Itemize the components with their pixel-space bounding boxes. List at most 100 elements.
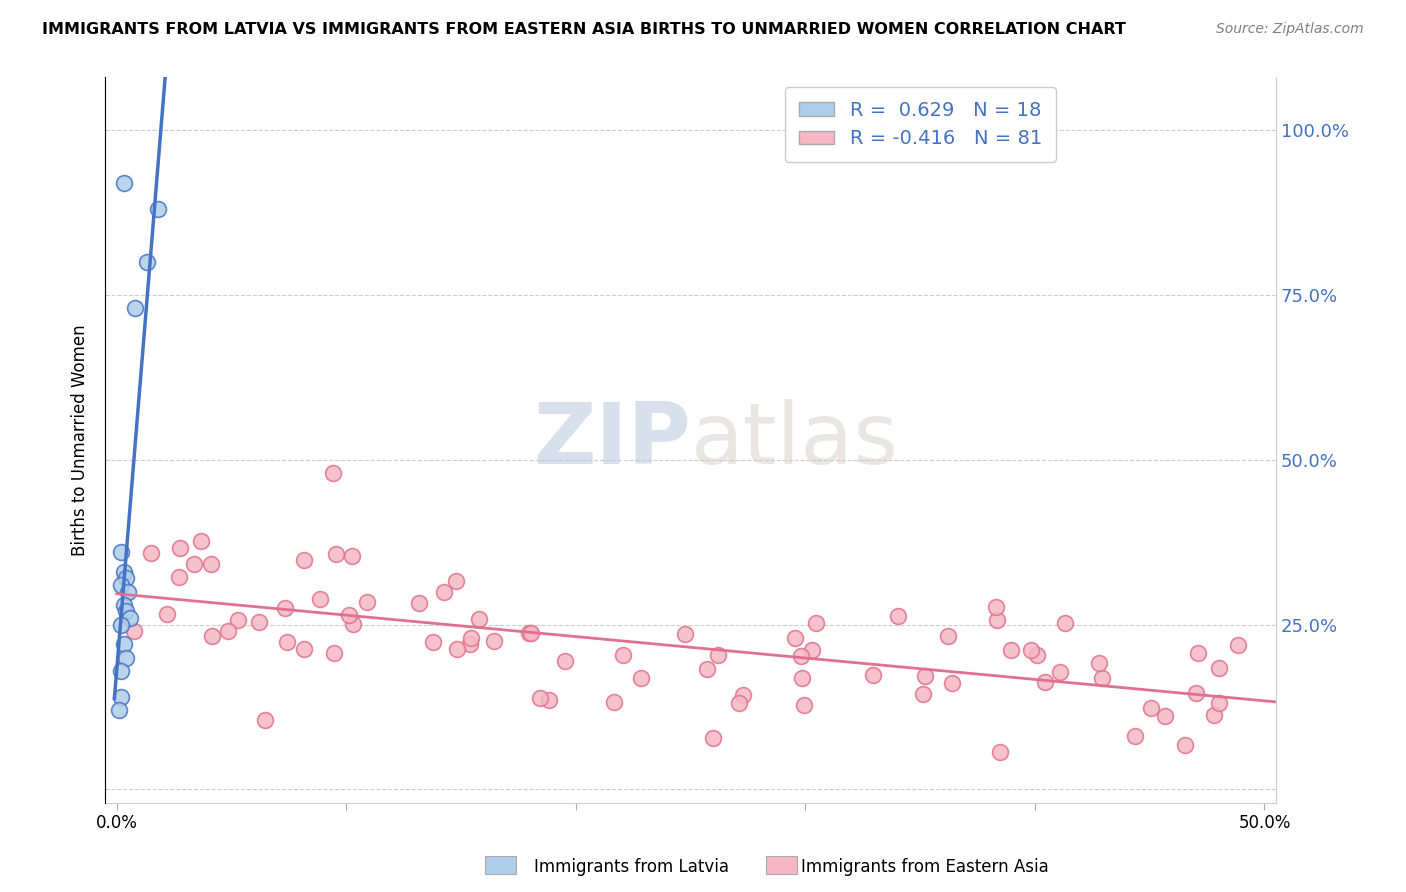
Point <box>115 604 138 618</box>
Point <box>941 676 963 690</box>
Point <box>115 650 138 665</box>
Point <box>1000 642 1022 657</box>
Point <box>110 578 132 592</box>
Point <box>630 671 652 685</box>
Point <box>1174 738 1197 752</box>
Point <box>156 607 179 621</box>
Point <box>323 646 346 660</box>
Point <box>1053 615 1076 630</box>
Point <box>468 612 491 626</box>
Point <box>340 549 363 563</box>
Point <box>110 690 132 705</box>
Point <box>124 301 146 315</box>
Point <box>520 626 543 640</box>
Point <box>112 176 135 190</box>
Point <box>519 626 541 640</box>
Point <box>460 632 482 646</box>
Point <box>433 584 456 599</box>
Point <box>115 571 138 585</box>
Point <box>254 714 277 728</box>
Point <box>1035 674 1057 689</box>
Legend: R =  0.629   N = 18, R = -0.416   N = 81: R = 0.629 N = 18, R = -0.416 N = 81 <box>786 87 1056 162</box>
Point <box>309 591 332 606</box>
Point <box>529 691 551 706</box>
Point <box>446 641 468 656</box>
Point <box>707 648 730 662</box>
Point <box>169 541 191 556</box>
Point <box>292 553 315 567</box>
Point <box>790 671 813 685</box>
Point <box>274 600 297 615</box>
Point <box>1123 730 1146 744</box>
Point <box>554 654 576 668</box>
Point <box>1208 696 1230 710</box>
Point <box>135 255 157 269</box>
Point <box>727 697 749 711</box>
Point <box>793 698 815 713</box>
Point <box>110 617 132 632</box>
Point <box>914 669 936 683</box>
Point <box>422 634 444 648</box>
Point <box>1204 708 1226 723</box>
Point <box>1049 665 1071 679</box>
Point <box>789 648 811 663</box>
Text: Immigrants from Latvia: Immigrants from Latvia <box>534 858 730 876</box>
Bar <box>485 856 516 874</box>
Point <box>325 547 347 561</box>
Point <box>1088 656 1111 670</box>
Point <box>538 692 561 706</box>
Text: Source: ZipAtlas.com: Source: ZipAtlas.com <box>1216 22 1364 37</box>
Point <box>110 664 132 678</box>
Point <box>322 466 344 480</box>
Point <box>912 687 935 701</box>
Point <box>1208 661 1230 675</box>
Point <box>482 633 505 648</box>
Point <box>800 643 823 657</box>
Text: IMMIGRANTS FROM LATVIA VS IMMIGRANTS FROM EASTERN ASIA BIRTHS TO UNMARRIED WOMEN: IMMIGRANTS FROM LATVIA VS IMMIGRANTS FRO… <box>42 22 1126 37</box>
Bar <box>766 856 797 874</box>
Point <box>696 662 718 676</box>
Point <box>1091 671 1114 685</box>
Text: atlas: atlas <box>690 399 898 482</box>
Point <box>146 202 169 217</box>
Point <box>988 745 1011 759</box>
Point <box>1019 643 1042 657</box>
Point <box>200 557 222 571</box>
Point <box>603 695 626 709</box>
Point <box>190 534 212 549</box>
Point <box>702 731 724 746</box>
Point <box>108 703 131 717</box>
Point <box>110 545 132 559</box>
Point <box>460 637 482 651</box>
Point <box>444 574 467 588</box>
Y-axis label: Births to Unmarried Women: Births to Unmarried Women <box>72 324 89 556</box>
Point <box>1140 701 1163 715</box>
Point <box>183 557 205 571</box>
Point <box>112 565 135 579</box>
Point <box>217 624 239 638</box>
Point <box>342 617 364 632</box>
Point <box>862 668 884 682</box>
Point <box>292 641 315 656</box>
Point <box>408 596 430 610</box>
Point <box>117 584 139 599</box>
Point <box>226 613 249 627</box>
Point <box>1184 685 1206 699</box>
Point <box>120 611 142 625</box>
Point <box>112 598 135 612</box>
Point <box>673 627 696 641</box>
Point <box>783 632 806 646</box>
Point <box>201 629 224 643</box>
Point <box>1026 648 1049 663</box>
Point <box>124 624 146 639</box>
Point <box>984 599 1007 614</box>
Point <box>986 613 1008 627</box>
Point <box>1187 646 1209 660</box>
Point <box>141 546 163 560</box>
Point <box>112 637 135 651</box>
Point <box>806 616 828 631</box>
Point <box>936 629 959 643</box>
Point <box>1154 708 1177 723</box>
Point <box>887 608 910 623</box>
Text: ZIP: ZIP <box>533 399 690 482</box>
